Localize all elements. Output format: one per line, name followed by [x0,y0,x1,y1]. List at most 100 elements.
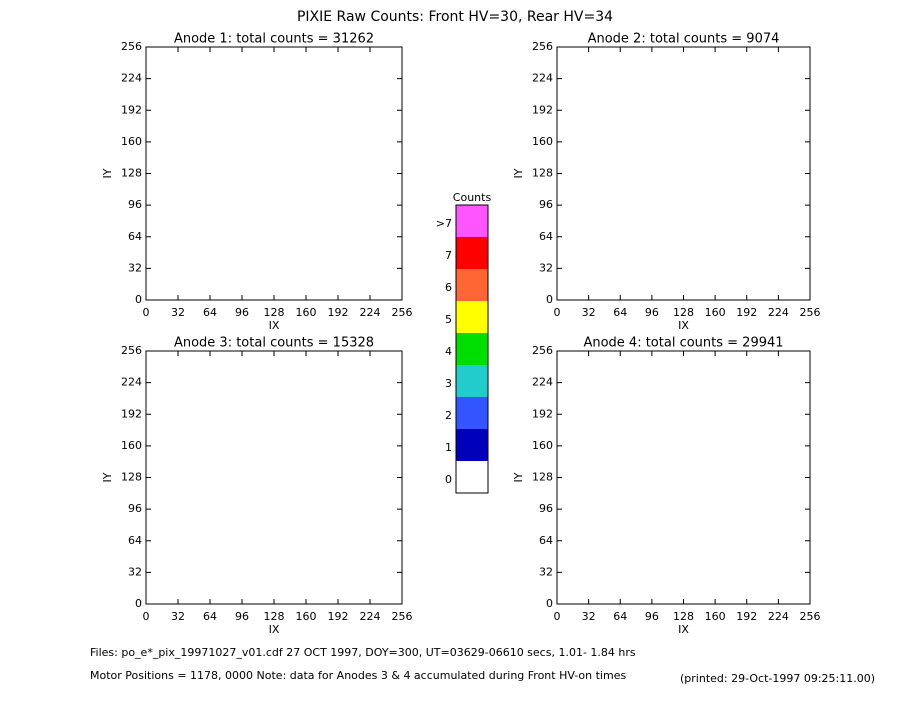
y-axis-label: IY [101,472,114,482]
x-tick-label: 64 [203,610,217,623]
colorbar-swatch [456,461,488,493]
panel-title: Anode 4: total counts = 29941 [583,336,783,351]
y-tick-label: 256 [532,40,553,53]
colorbar-swatch [456,205,488,237]
y-tick-label: 192 [121,103,142,116]
y-tick-label: 192 [121,407,142,420]
y-tick-label: 64 [539,534,553,547]
y-tick-label: 0 [546,597,553,610]
x-axis-label: IX [269,623,280,636]
y-tick-label: 160 [532,135,553,148]
y-tick-label: 160 [121,439,142,452]
colorbar-frame [455,204,489,494]
y-tick-label: 0 [546,293,553,306]
footer-printed: (printed: 29-Oct-1997 09:25:11.00) [680,672,875,685]
colorbar-title: Counts [453,191,492,204]
x-tick-label: 32 [171,306,185,319]
x-tick-label: 192 [328,610,349,623]
y-tick-label: 224 [121,72,142,85]
x-tick-label: 256 [800,610,821,623]
y-tick-label: 0 [135,293,142,306]
x-tick-label: 224 [768,610,789,623]
y-tick-label: 128 [121,167,142,180]
plot-frame [556,350,811,605]
y-tick-label: 32 [539,261,553,274]
colorbar-swatch [456,397,488,429]
colorbar-label: 3 [445,377,452,390]
colorbar-swatch [456,237,488,269]
x-tick-label: 64 [613,610,627,623]
colorbar-label: 0 [445,473,452,486]
x-tick-label: 192 [328,306,349,319]
y-axis-label: IY [512,168,525,178]
x-tick-label: 160 [296,306,317,319]
y-tick-label: 128 [532,471,553,484]
colorbar-label: 1 [445,441,452,454]
colorbar-swatch [456,269,488,301]
colorbar-label: 2 [445,409,452,422]
y-tick-label: 224 [121,376,142,389]
x-tick-label: 0 [143,306,150,319]
y-tick-label: 32 [128,261,142,274]
y-tick-label: 224 [532,376,553,389]
x-tick-label: 224 [360,306,381,319]
x-tick-label: 96 [235,306,249,319]
y-tick-label: 128 [121,471,142,484]
x-tick-label: 256 [392,610,413,623]
colorbar-label: 7 [445,249,452,262]
x-tick-label: 128 [264,610,285,623]
y-axis-label: IY [512,472,525,482]
colorbar-label: >7 [436,217,452,230]
plot-frame [556,46,811,301]
colorbar-swatch [456,365,488,397]
x-tick-label: 128 [673,306,694,319]
y-tick-label: 96 [539,502,553,515]
x-tick-label: 192 [736,306,757,319]
figure-title: PIXIE Raw Counts: Front HV=30, Rear HV=3… [297,9,613,25]
x-tick-label: 32 [171,610,185,623]
y-tick-label: 96 [128,502,142,515]
x-tick-label: 96 [645,610,659,623]
x-tick-label: 96 [235,610,249,623]
footer-motor: Motor Positions = 1178, 0000 Note: data … [90,669,626,682]
y-tick-label: 32 [128,565,142,578]
y-tick-label: 64 [128,230,142,243]
y-tick-label: 256 [121,344,142,357]
y-tick-label: 192 [532,103,553,116]
x-tick-label: 0 [554,610,561,623]
x-tick-label: 128 [673,610,694,623]
colorbar-label: 5 [445,313,452,326]
x-tick-label: 224 [360,610,381,623]
colorbar-swatch [456,333,488,365]
x-tick-label: 128 [264,306,285,319]
x-tick-label: 256 [392,306,413,319]
y-tick-label: 192 [532,407,553,420]
colorbar-label: 4 [445,345,452,358]
y-tick-label: 160 [532,439,553,452]
x-tick-label: 160 [705,610,726,623]
y-tick-label: 160 [121,135,142,148]
plot-frame [145,350,403,605]
y-tick-label: 32 [539,565,553,578]
y-tick-label: 96 [128,198,142,211]
panel-title: Anode 1: total counts = 31262 [174,32,374,47]
x-tick-label: 160 [296,610,317,623]
x-tick-label: 32 [582,306,596,319]
y-tick-label: 64 [128,534,142,547]
x-axis-label: IX [678,319,689,332]
x-tick-label: 160 [705,306,726,319]
x-axis-label: IX [269,319,280,332]
panel-title: Anode 3: total counts = 15328 [174,336,374,351]
y-tick-label: 96 [539,198,553,211]
colorbar-swatch [456,429,488,461]
x-tick-label: 224 [768,306,789,319]
x-tick-label: 96 [645,306,659,319]
x-tick-label: 192 [736,610,757,623]
x-tick-label: 256 [800,306,821,319]
x-tick-label: 0 [143,610,150,623]
footer-files: Files: po_e*_pix_19971027_v01.cdf 27 OCT… [90,646,636,659]
x-tick-label: 64 [613,306,627,319]
y-tick-label: 224 [532,72,553,85]
y-axis-label: IY [101,168,114,178]
